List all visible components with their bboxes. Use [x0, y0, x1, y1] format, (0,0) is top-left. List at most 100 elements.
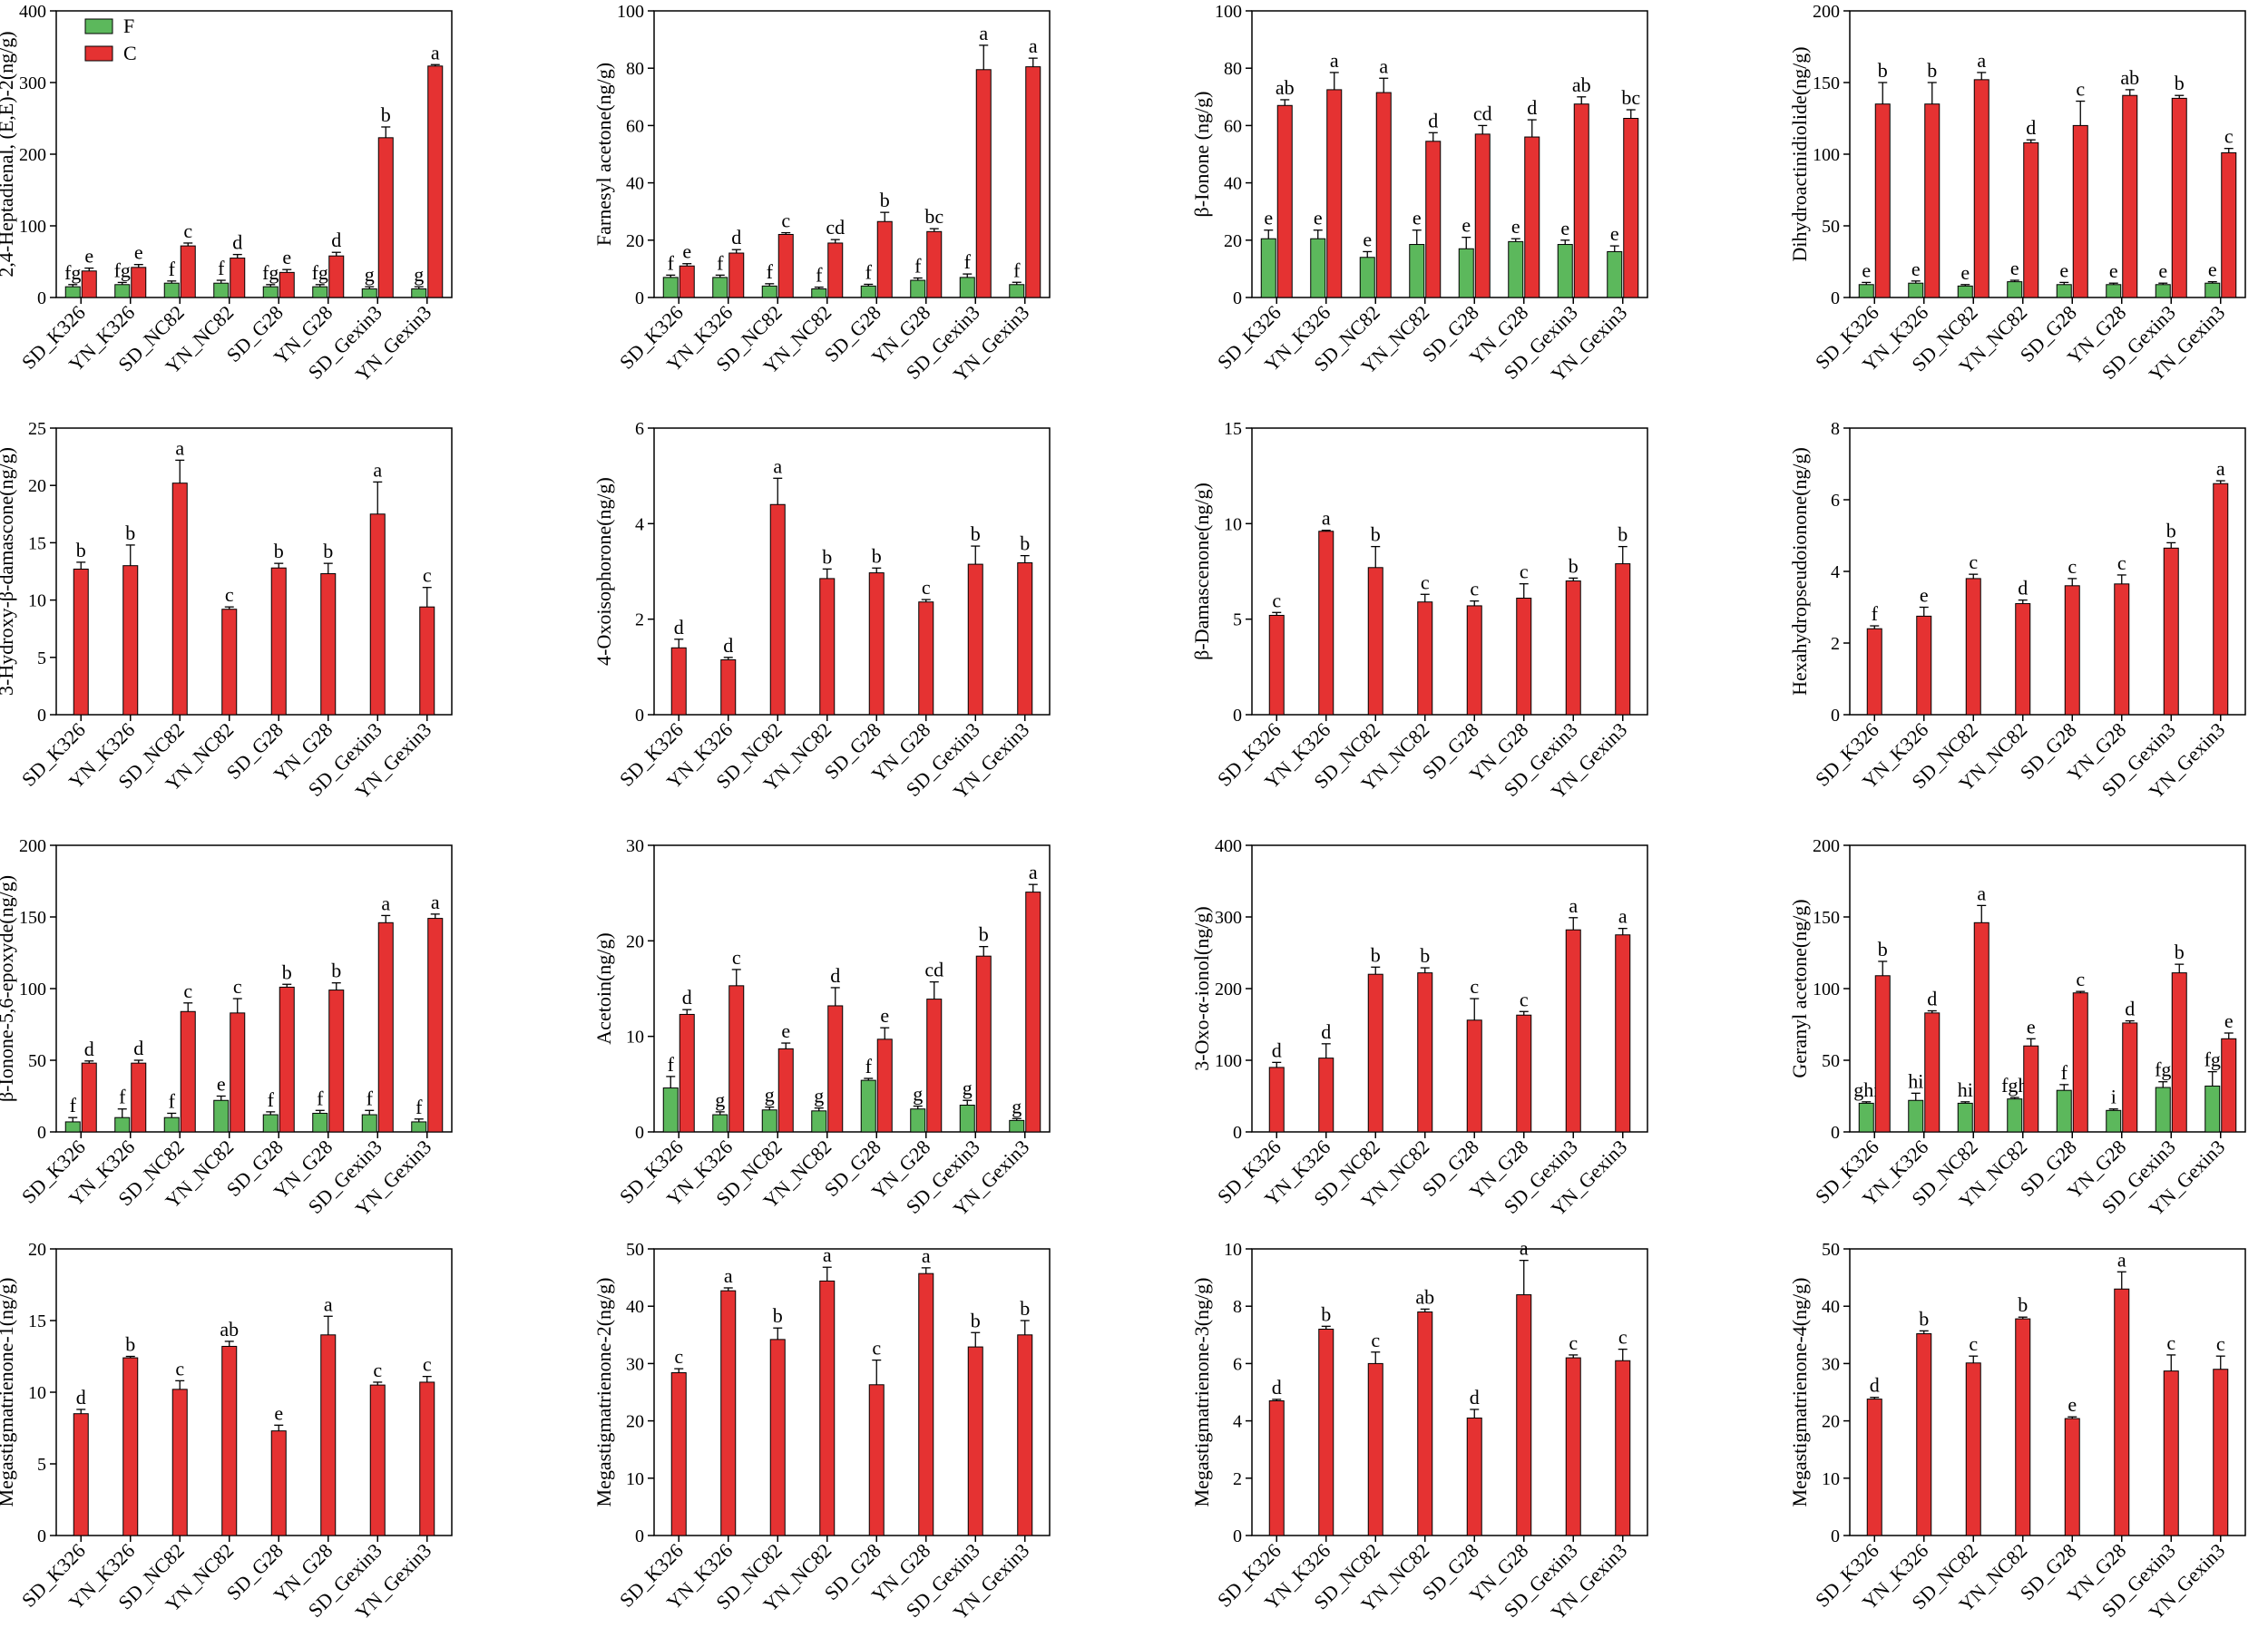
significance-label: f: [717, 251, 724, 274]
y-tick-label: 50: [1822, 1240, 1840, 1260]
significance-label: d: [232, 231, 242, 254]
chart-panel: 051015β-Damascenone(ng/g)SD_K326YN_K326S…: [1190, 419, 1648, 804]
significance-label: d: [1527, 96, 1537, 119]
bar-C: [1565, 580, 1581, 716]
y-tick-label: 150: [1813, 73, 1840, 93]
bar-C: [2122, 94, 2138, 298]
y-tick-label: 400: [1215, 836, 1242, 856]
bar-C: [81, 270, 97, 298]
y-tick-label: 0: [37, 1526, 46, 1546]
significance-label: f: [767, 260, 774, 283]
plot-frame: [653, 1248, 1051, 1536]
y-tick-label: 50: [28, 1051, 46, 1071]
bar-C: [1268, 614, 1285, 716]
bar-C: [230, 258, 246, 298]
significance-label: e: [2109, 259, 2118, 282]
y-tick-label: 300: [19, 73, 46, 93]
significance-label: d: [1428, 109, 1438, 132]
bar-C: [73, 568, 89, 716]
chart-panel: 02464-Oxoisophorone(ng/g)SD_K326YN_K326S…: [592, 419, 1051, 804]
significance-label: d: [731, 226, 741, 249]
significance-label: d: [830, 964, 840, 987]
significance-label: d: [2018, 577, 2028, 600]
significance-label: f: [964, 250, 972, 273]
significance-label: a: [773, 454, 782, 477]
y-tick-label: 20: [626, 931, 644, 951]
y-tick-label: 0: [1233, 706, 1242, 726]
y-tick-label: 100: [1215, 1051, 1242, 1071]
y-tick-label: 25: [28, 419, 46, 439]
y-axis-title: 3-Hydroxy-β-damascone(ng/g): [0, 447, 17, 696]
significance-label: d: [1321, 1020, 1331, 1043]
bar-F: [712, 1114, 728, 1133]
bar-F: [761, 1109, 777, 1133]
significance-label: f: [367, 1087, 374, 1109]
y-axis-title: 2,4-Heptadienal, (E,E)-2(ng/g): [0, 31, 17, 277]
significance-label: c: [373, 1359, 382, 1381]
bar-C: [369, 513, 386, 716]
bar-C: [1866, 628, 1882, 716]
bar-F: [712, 277, 728, 298]
y-tick-label: 20: [1224, 231, 1242, 251]
significance-label: c: [2076, 968, 2085, 990]
significance-label: a: [2117, 1248, 2126, 1271]
significance-label: b: [1618, 523, 1628, 546]
bar-C: [328, 990, 345, 1133]
bar-C: [1268, 1399, 1285, 1536]
y-tick-label: 60: [1224, 116, 1242, 136]
bar-C: [670, 647, 687, 716]
y-tick-label: 15: [1224, 419, 1242, 439]
significance-label: b: [381, 103, 391, 126]
bar-C: [2015, 603, 2031, 716]
bar-C: [2072, 992, 2088, 1133]
plot-frame: [1251, 1248, 1648, 1536]
significance-label: b: [274, 540, 284, 562]
significance-label: c: [2166, 1331, 2175, 1354]
bar-C: [419, 606, 435, 716]
significance-label: ab: [1415, 1285, 1434, 1308]
bar-F: [114, 284, 131, 298]
y-tick-label: 0: [1831, 288, 1840, 308]
bar-C: [377, 921, 394, 1133]
bar-F: [910, 279, 926, 298]
significance-label: b: [1569, 554, 1579, 577]
significance-label: f: [169, 1089, 176, 1112]
significance-label: a: [324, 1292, 333, 1315]
significance-label: b: [773, 1304, 783, 1327]
y-tick-label: 50: [1822, 217, 1840, 237]
significance-label: d: [1272, 1376, 1282, 1399]
chart-panel: 02468Hexahydropseudoionone(ng/g)SD_K326Y…: [1788, 419, 2246, 804]
bar-C: [967, 1346, 983, 1536]
bar-C: [1318, 1328, 1334, 1536]
legend-label-C: C: [123, 42, 137, 64]
bar-C: [2114, 583, 2130, 716]
bar-F: [2155, 284, 2171, 298]
chart-panel: 01002003004003-Oxo-α-ionol(ng/g)SD_K326Y…: [1190, 836, 1648, 1221]
y-tick-label: 0: [37, 288, 46, 308]
significance-label: a: [373, 458, 382, 481]
bar-C: [728, 252, 745, 298]
bar-C: [1916, 1333, 1932, 1536]
bar-F: [959, 1105, 975, 1133]
significance-label: a: [724, 1264, 733, 1287]
significance-label: e: [274, 1401, 283, 1424]
significance-label: e: [134, 241, 143, 264]
bar-C: [1516, 597, 1532, 716]
bar-F: [2106, 1109, 2122, 1133]
significance-label: f: [816, 264, 823, 287]
significance-label: c: [2216, 1332, 2225, 1355]
significance-label: b: [1878, 938, 1888, 960]
significance-label: ghi: [1853, 1078, 1879, 1101]
bar-C: [2171, 972, 2187, 1133]
bar-C: [171, 1389, 188, 1536]
bar-C: [1516, 1014, 1532, 1133]
significance-label: a: [823, 1243, 832, 1266]
significance-label: e: [1610, 222, 1619, 245]
bar-C: [1615, 1360, 1631, 1536]
y-tick-label: 10: [626, 1028, 644, 1048]
bar-F: [910, 1108, 926, 1133]
significance-label: cd: [924, 959, 943, 981]
significance-label: f: [317, 1087, 324, 1109]
bar-F: [213, 1099, 230, 1133]
